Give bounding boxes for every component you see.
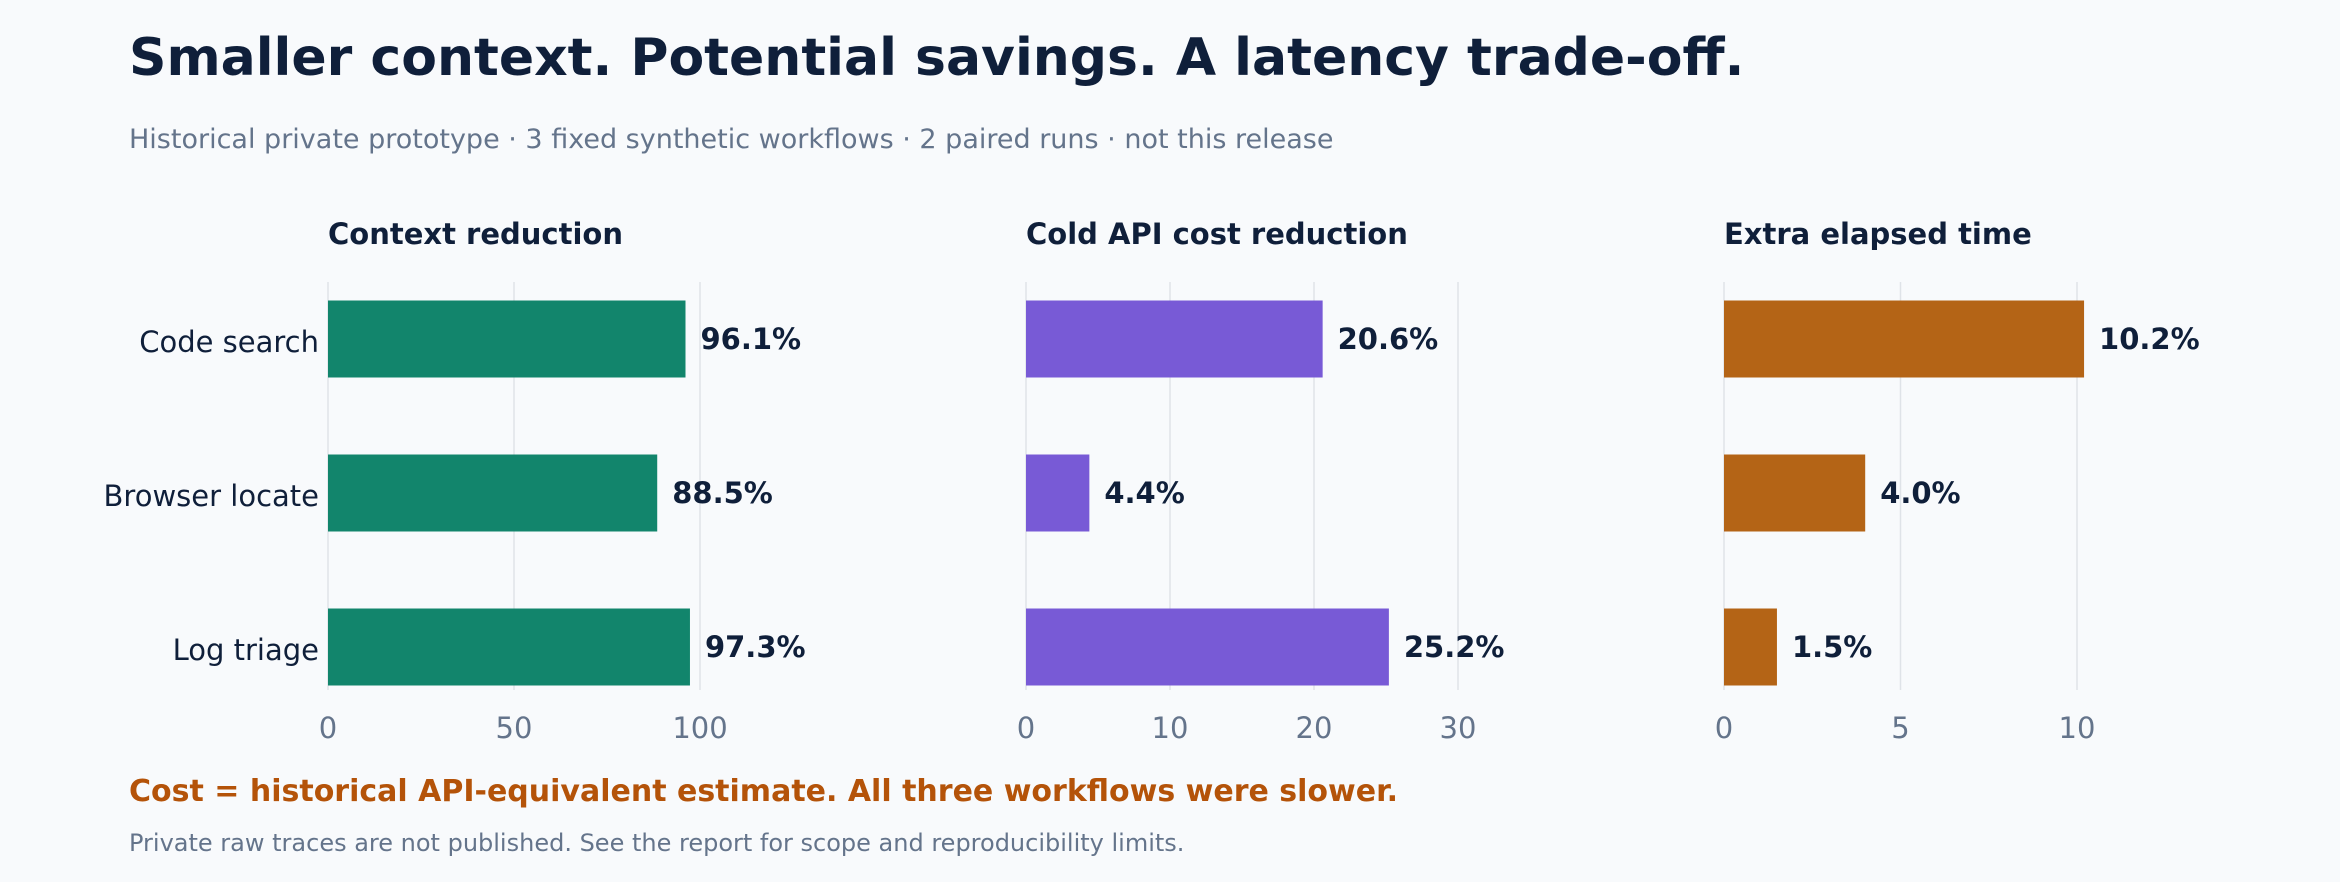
category-label: Code search	[139, 325, 319, 359]
x-tick-label: 50	[496, 711, 533, 745]
x-tick-label: 100	[672, 711, 727, 745]
bar-3-3	[1724, 608, 1777, 686]
x-tick-label: 30	[1440, 711, 1477, 745]
footnote: Private raw traces are not published. Se…	[129, 829, 1185, 857]
x-tick-label: 10	[2059, 711, 2096, 745]
bar-2-3	[1026, 608, 1389, 686]
x-tick-label: 20	[1296, 711, 1333, 745]
bar-2-1	[1026, 300, 1323, 378]
bar-2-2	[1026, 454, 1090, 532]
value-label: 96.1%	[700, 322, 801, 356]
bar-1-3	[328, 608, 690, 686]
x-tick-label: 0	[1017, 711, 1035, 745]
value-label: 10.2%	[2099, 322, 2200, 356]
panel-title-3: Extra elapsed time	[1724, 217, 2032, 251]
value-label: 97.3%	[705, 630, 806, 664]
chart-subtitle: Historical private prototype · 3 fixed s…	[129, 124, 1334, 155]
bar-3-1	[1724, 300, 2085, 378]
value-label: 88.5%	[672, 476, 773, 510]
value-label: 1.5%	[1792, 630, 1872, 664]
x-tick-label: 0	[1715, 711, 1733, 745]
x-tick-label: 10	[1152, 711, 1189, 745]
value-label: 25.2%	[1404, 630, 1505, 664]
x-tick-label: 0	[319, 711, 337, 745]
value-label: 4.0%	[1880, 476, 1960, 510]
cost-note: Cost = historical API-equivalent estimat…	[129, 774, 1399, 809]
x-tick-label: 5	[1891, 711, 1909, 745]
category-label: Log triage	[173, 633, 319, 667]
bar-1-2	[328, 454, 658, 532]
chart-title: Smaller context. Potential savings. A la…	[129, 28, 1745, 88]
value-label: 4.4%	[1104, 476, 1184, 510]
category-label: Browser locate	[104, 479, 319, 513]
panel-title-1: Context reduction	[328, 217, 623, 251]
value-label: 20.6%	[1338, 322, 1439, 356]
bar-1-1	[328, 300, 686, 378]
panel-title-2: Cold API cost reduction	[1026, 217, 1408, 251]
bar-3-2	[1724, 454, 1866, 532]
